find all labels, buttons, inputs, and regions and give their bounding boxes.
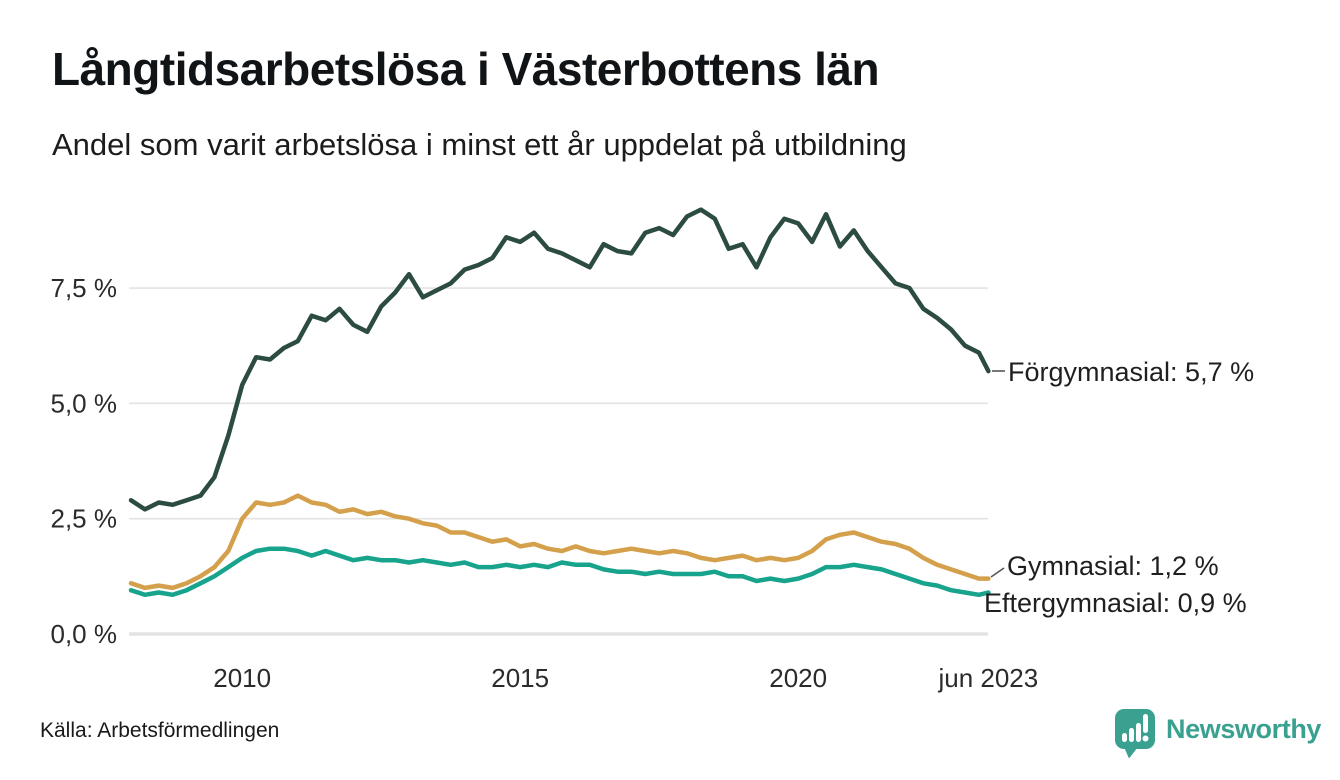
source-note: Källa: Arbetsförmedlingen xyxy=(40,719,280,742)
y-tick-label: 2,5 % xyxy=(51,504,118,534)
x-tick-label: 2015 xyxy=(491,663,549,693)
annotation-connector xyxy=(990,567,1005,578)
series-end-label: Gymnasial: 1,2 % xyxy=(1007,551,1219,581)
x-tick-label: 2010 xyxy=(213,663,271,693)
line-gymnasial xyxy=(128,493,991,591)
series-end-label: Eftergymnasial: 0,9 % xyxy=(984,588,1247,618)
chart-title: Långtidsarbetslösa i Västerbottens län xyxy=(52,43,880,95)
newsworthy-bubble-chart-icon xyxy=(1115,709,1155,759)
line-eftergymnasial xyxy=(128,546,991,598)
chart-subtitle: Andel som varit arbetslösa i minst ett å… xyxy=(52,127,907,162)
y-tick-label: 5,0 % xyxy=(51,388,118,418)
x-tick-label: 2020 xyxy=(769,663,827,693)
newsworthy-logo: Newsworthy xyxy=(1113,707,1321,760)
y-tick-label: 0,0 % xyxy=(51,619,118,649)
line-forgymnasial xyxy=(128,207,991,512)
newsworthy-wordmark: Newsworthy xyxy=(1166,714,1322,744)
x-tick-label: jun 2023 xyxy=(937,663,1038,693)
y-tick-label: 7,5 % xyxy=(51,273,118,303)
series-end-label: Förgymnasial: 5,7 % xyxy=(1008,357,1254,387)
